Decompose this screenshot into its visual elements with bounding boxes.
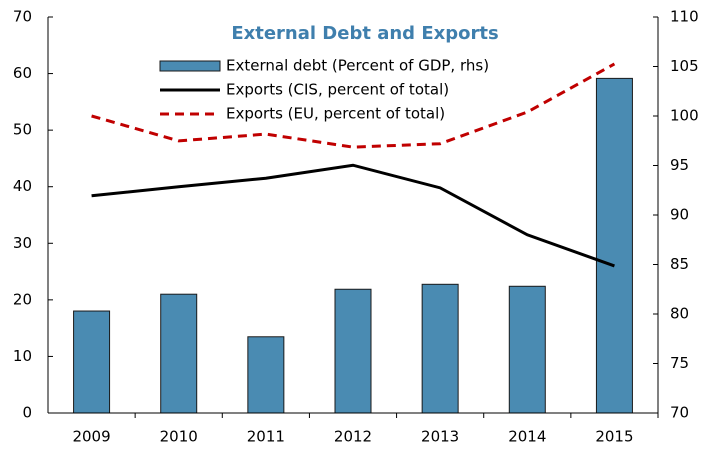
y2-tick-label: 110 [670,8,699,26]
bar [247,336,285,414]
x-tick-label: 2014 [508,428,546,446]
y2-tick-label: 90 [670,206,689,224]
y2-tick-label: 105 [670,57,699,75]
y2-tick-label: 85 [670,255,689,273]
y-tick-label: 20 [13,290,32,308]
legend-swatch [159,60,221,72]
line [91,163,615,268]
x-tick-label: 2011 [247,428,285,446]
y-tick-label: 30 [13,234,32,252]
bar [421,283,459,414]
y-tick-label: 0 [22,404,32,422]
y-tick-label: 60 [13,64,32,82]
y-tick-label: 10 [13,347,32,365]
chart-title: External Debt and Exports [231,23,498,44]
legend-label: Exports (EU, percent of total) [226,105,445,123]
bar [73,310,111,414]
bar [334,288,372,414]
y-tick-label: 50 [13,121,32,139]
y2-tick-label: 75 [670,354,689,372]
y2-tick-label: 95 [670,156,689,174]
bar [595,77,633,414]
x-tick-label: 2015 [595,428,633,446]
x-tick-label: 2010 [160,428,198,446]
legend-label: Exports (CIS, percent of total) [226,81,449,99]
y2-tick-label: 80 [670,305,689,323]
line [91,62,616,149]
x-tick-label: 2012 [334,428,372,446]
x-tick-label: 2013 [421,428,459,446]
legend-label: External debt (Percent of GDP, rhs) [226,57,489,75]
y-tick-label: 70 [13,8,32,26]
bar [160,293,198,414]
y2-tick-label: 70 [670,404,689,422]
x-tick-label: 2009 [72,428,110,446]
bar [508,285,546,414]
y2-tick-label: 100 [670,107,699,125]
y-tick-label: 40 [13,177,32,195]
